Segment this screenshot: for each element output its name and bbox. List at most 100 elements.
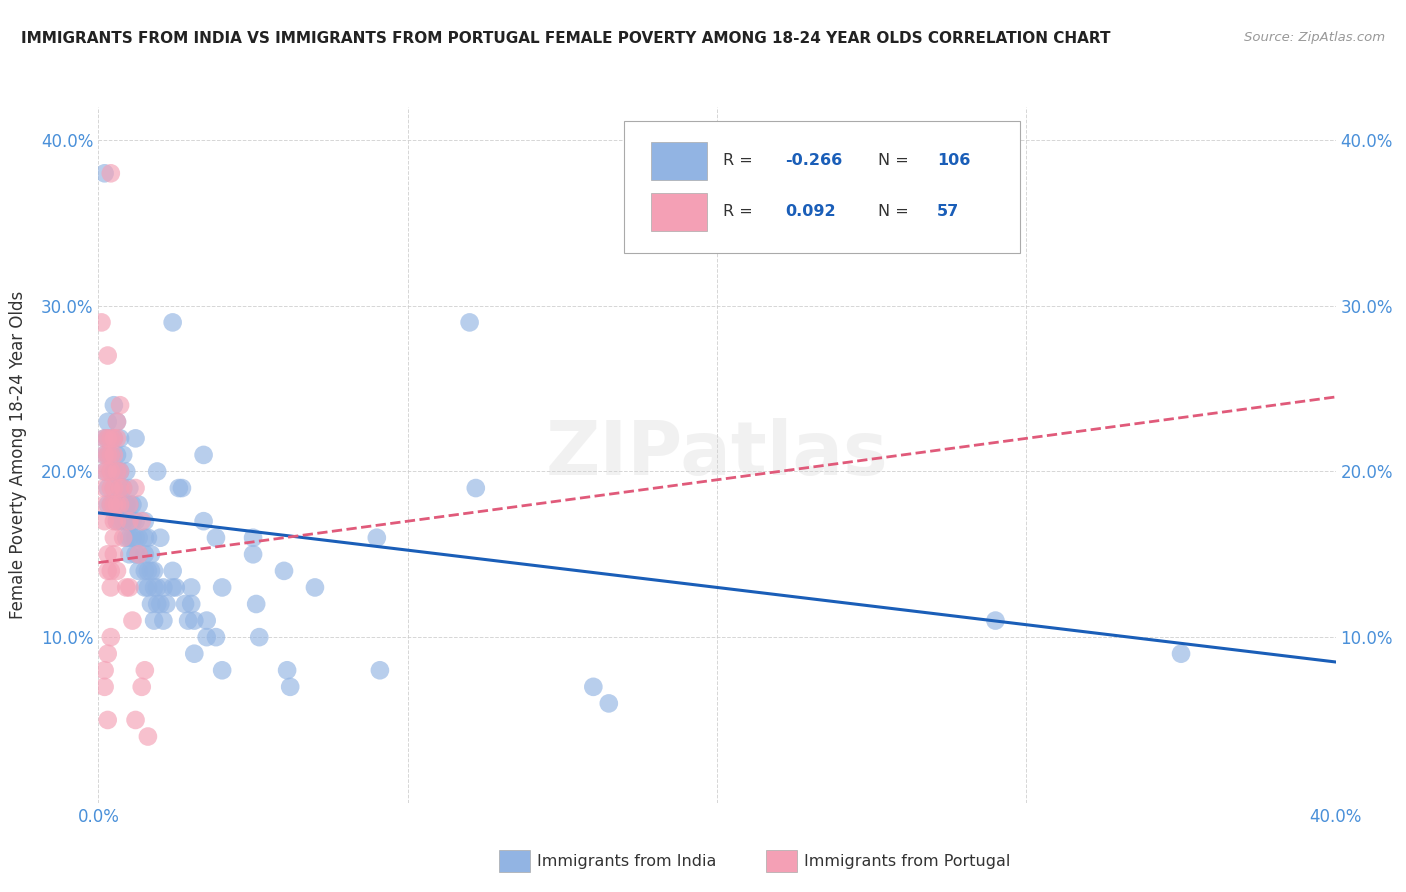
Point bbox=[162, 581, 184, 595]
Point bbox=[984, 614, 1007, 628]
Point bbox=[100, 431, 122, 445]
Point bbox=[105, 465, 128, 479]
Point bbox=[108, 514, 131, 528]
Point bbox=[115, 498, 138, 512]
Point bbox=[103, 498, 125, 512]
Point bbox=[103, 431, 125, 445]
Point bbox=[93, 498, 115, 512]
Point bbox=[136, 564, 159, 578]
Point bbox=[100, 465, 122, 479]
Point bbox=[464, 481, 486, 495]
Point bbox=[180, 597, 202, 611]
Point bbox=[146, 465, 169, 479]
Point bbox=[103, 531, 125, 545]
Point bbox=[242, 547, 264, 561]
Point bbox=[103, 514, 125, 528]
Point bbox=[115, 531, 138, 545]
Point bbox=[105, 498, 128, 512]
Point bbox=[103, 431, 125, 445]
Point bbox=[97, 564, 120, 578]
Point bbox=[118, 514, 141, 528]
Point bbox=[100, 630, 122, 644]
Point bbox=[121, 614, 143, 628]
Point bbox=[108, 431, 131, 445]
Point bbox=[128, 564, 150, 578]
Point bbox=[1170, 647, 1192, 661]
Point bbox=[108, 481, 131, 495]
Point bbox=[93, 481, 115, 495]
Point bbox=[155, 597, 177, 611]
Point bbox=[112, 498, 135, 512]
Point bbox=[368, 663, 391, 677]
Point bbox=[100, 448, 122, 462]
Point bbox=[134, 663, 156, 677]
Point bbox=[97, 448, 120, 462]
Point bbox=[124, 514, 146, 528]
Point bbox=[105, 514, 128, 528]
Point bbox=[97, 647, 120, 661]
Point bbox=[97, 713, 120, 727]
Point bbox=[245, 597, 267, 611]
Point bbox=[108, 465, 131, 479]
Point bbox=[124, 547, 146, 561]
Text: Immigrants from India: Immigrants from India bbox=[537, 855, 717, 869]
Point bbox=[183, 647, 205, 661]
Point bbox=[105, 564, 128, 578]
Point bbox=[134, 514, 156, 528]
Point bbox=[211, 663, 233, 677]
Point bbox=[103, 448, 125, 462]
Point bbox=[136, 581, 159, 595]
FancyBboxPatch shape bbox=[651, 193, 707, 231]
Point bbox=[139, 547, 162, 561]
Point bbox=[136, 730, 159, 744]
Point bbox=[93, 166, 115, 180]
Point bbox=[193, 514, 215, 528]
Text: R =: R = bbox=[723, 204, 758, 219]
Point bbox=[121, 531, 143, 545]
Text: 57: 57 bbox=[938, 204, 959, 219]
Point bbox=[242, 531, 264, 545]
Point bbox=[276, 663, 298, 677]
Point bbox=[112, 481, 135, 495]
Point bbox=[105, 431, 128, 445]
Point bbox=[165, 581, 187, 595]
Point bbox=[128, 547, 150, 561]
Point bbox=[134, 547, 156, 561]
Point bbox=[146, 581, 169, 595]
Point bbox=[128, 547, 150, 561]
Point bbox=[366, 531, 388, 545]
Point bbox=[112, 514, 135, 528]
Point bbox=[146, 597, 169, 611]
Text: ZIPatlas: ZIPatlas bbox=[546, 418, 889, 491]
Point bbox=[100, 166, 122, 180]
FancyBboxPatch shape bbox=[624, 121, 1021, 253]
Point bbox=[304, 581, 326, 595]
Point bbox=[278, 680, 301, 694]
Point bbox=[112, 531, 135, 545]
Point bbox=[149, 531, 172, 545]
Y-axis label: Female Poverty Among 18-24 Year Olds: Female Poverty Among 18-24 Year Olds bbox=[10, 291, 27, 619]
Text: IMMIGRANTS FROM INDIA VS IMMIGRANTS FROM PORTUGAL FEMALE POVERTY AMONG 18-24 YEA: IMMIGRANTS FROM INDIA VS IMMIGRANTS FROM… bbox=[21, 31, 1111, 46]
Point bbox=[162, 564, 184, 578]
Point bbox=[124, 713, 146, 727]
Point bbox=[97, 498, 120, 512]
Text: 106: 106 bbox=[938, 153, 970, 168]
Point bbox=[100, 465, 122, 479]
Point bbox=[128, 498, 150, 512]
Point bbox=[97, 431, 120, 445]
Point bbox=[205, 531, 228, 545]
Point bbox=[134, 581, 156, 595]
Text: -0.266: -0.266 bbox=[785, 153, 842, 168]
Point bbox=[118, 531, 141, 545]
Point bbox=[149, 597, 172, 611]
Point bbox=[105, 498, 128, 512]
Point bbox=[105, 448, 128, 462]
Point bbox=[97, 481, 120, 495]
Point bbox=[93, 448, 115, 462]
Text: 0.092: 0.092 bbox=[785, 204, 835, 219]
Point bbox=[152, 614, 174, 628]
Point bbox=[193, 448, 215, 462]
Point bbox=[458, 315, 481, 329]
Point bbox=[180, 581, 202, 595]
Point bbox=[131, 514, 153, 528]
